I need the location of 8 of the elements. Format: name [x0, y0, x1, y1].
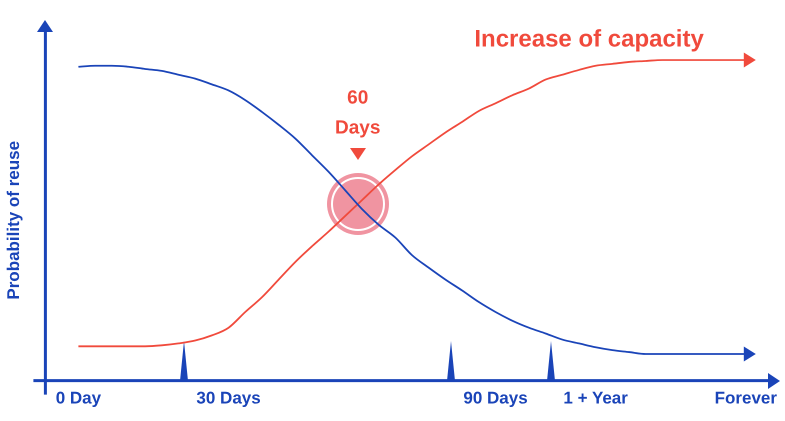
annotation: 60 Days	[334, 87, 380, 138]
x-tick-label: 30 Days	[196, 388, 261, 408]
x-tick-label: 0 Day	[56, 388, 102, 408]
series-label: Increase of capacity	[474, 26, 704, 53]
x-tick-label: Forever	[714, 388, 778, 408]
y-axis-title: Probability of reuse	[4, 140, 23, 300]
x-tick-label: 90 Days	[463, 388, 528, 408]
x-tick-label: 1 + Year	[563, 388, 628, 408]
